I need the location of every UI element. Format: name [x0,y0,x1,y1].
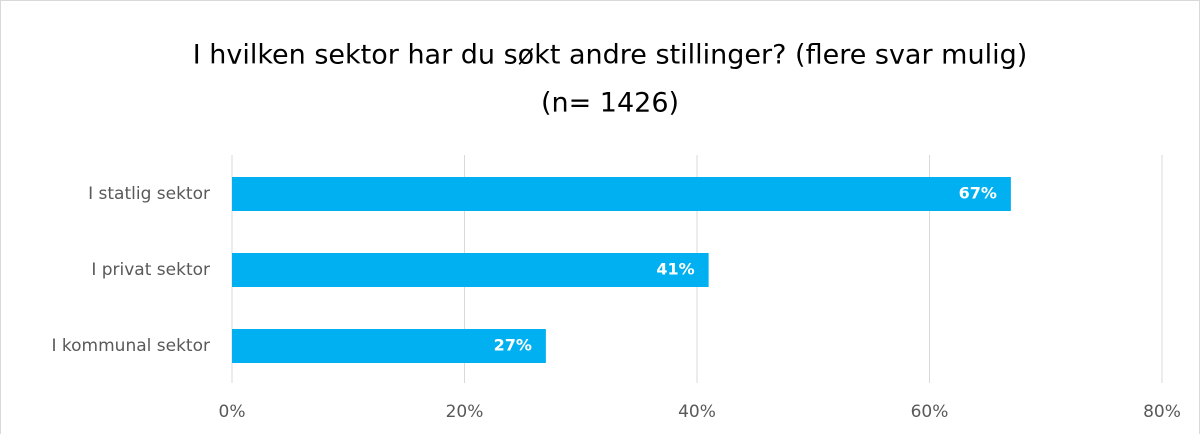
chart-title: I hvilken sektor har du søkt andre still… [193,40,1028,71]
y-tick-label: I statlig sektor [88,184,210,204]
value-label: 41% [656,260,694,279]
x-tick-label: 0% [219,402,246,422]
x-tick-label: 60% [911,402,949,422]
bar [232,177,1011,211]
x-tick-label: 80% [1143,402,1181,422]
bar [232,253,709,287]
value-label: 27% [494,336,532,355]
y-tick-label: I privat sektor [91,260,210,280]
x-tick-label: 40% [678,402,716,422]
x-tick-label: 20% [446,402,484,422]
value-label: 67% [959,184,997,203]
bar [232,329,546,363]
chart-subtitle: (n= 1426) [541,88,679,119]
y-tick-label: I kommunal sektor [52,336,211,356]
